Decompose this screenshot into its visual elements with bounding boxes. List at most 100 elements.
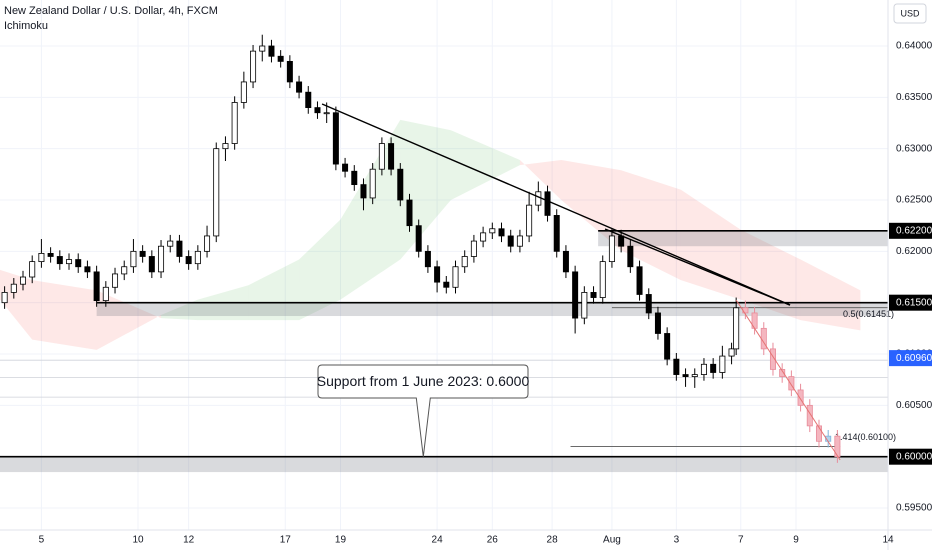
ichimoku-cloud xyxy=(299,219,341,321)
y-tick-label: 0.62000 xyxy=(896,246,932,257)
candle-body xyxy=(75,259,82,268)
zone xyxy=(598,230,888,247)
candle-body xyxy=(572,271,579,319)
candle-body xyxy=(834,435,841,458)
y-tick-label: 0.63500 xyxy=(896,92,932,103)
candle-body xyxy=(544,191,551,216)
candle-body xyxy=(562,250,569,273)
candle-body xyxy=(56,256,63,265)
candle-body xyxy=(1,292,8,304)
candle-body xyxy=(507,235,514,247)
candle-body xyxy=(360,184,367,199)
y-tick-label: 0.59500 xyxy=(896,503,932,514)
candle-body xyxy=(397,168,404,201)
candle-body xyxy=(130,250,137,268)
price-label-box xyxy=(889,222,932,239)
ichimoku-cloud xyxy=(800,259,861,331)
trendline xyxy=(735,299,841,461)
candle-body xyxy=(815,425,822,442)
candle-body xyxy=(806,404,813,427)
ichimoku-cloud xyxy=(0,269,33,340)
candle-body xyxy=(314,107,321,114)
candle-body xyxy=(158,245,165,273)
candle-body xyxy=(636,266,643,295)
x-tick-label: 24 xyxy=(432,535,444,546)
candle-body xyxy=(516,235,523,247)
y-tick-label: 0.60500 xyxy=(896,400,932,411)
y-tick-label: 0.64000 xyxy=(896,41,932,52)
price-label: 0.62200 xyxy=(896,225,932,236)
x-tick-label: Aug xyxy=(603,535,621,546)
candle-body xyxy=(176,240,183,257)
x-tick-label: 19 xyxy=(335,535,347,546)
x-tick-label: 17 xyxy=(280,535,292,546)
candle-body xyxy=(673,358,680,375)
candle-body xyxy=(733,307,740,350)
candle-body xyxy=(627,245,634,268)
ichimoku-cloud xyxy=(161,299,198,321)
ichimoku-cloud xyxy=(740,229,801,321)
zone xyxy=(96,302,888,317)
candle-body xyxy=(682,374,689,378)
currency-button[interactable] xyxy=(893,3,927,24)
x-tick-label: 5 xyxy=(39,535,45,546)
candle-body xyxy=(268,45,275,57)
x-tick-label: 7 xyxy=(738,535,744,546)
x-tick-label: 26 xyxy=(487,535,499,546)
x-tick-label: 3 xyxy=(674,535,680,546)
candle-body xyxy=(470,240,477,257)
candle-body xyxy=(443,281,450,288)
candle-body xyxy=(93,271,100,302)
x-tick-label: 28 xyxy=(547,535,559,546)
candle-body xyxy=(406,199,413,227)
ichimoku-cloud xyxy=(340,119,401,300)
candle-body xyxy=(139,250,146,257)
candle-body xyxy=(148,256,155,273)
x-tick-label: 10 xyxy=(132,535,144,546)
candle-body xyxy=(351,170,358,186)
candle-body xyxy=(342,163,349,172)
candle-body xyxy=(489,228,496,234)
price-label-box xyxy=(889,350,932,367)
candle-body xyxy=(369,168,376,199)
candle-body xyxy=(47,252,54,257)
price-label: 0.61500 xyxy=(896,297,932,308)
candle-body xyxy=(461,256,468,268)
candle-body xyxy=(20,276,27,285)
candle-body xyxy=(167,240,174,247)
trendline xyxy=(321,103,791,306)
ichimoku-cloud xyxy=(680,189,741,300)
currency-label[interactable]: USD xyxy=(900,8,920,18)
candle-body xyxy=(213,148,220,237)
candle-body xyxy=(296,81,303,93)
y-tick-label: 0.62500 xyxy=(896,195,932,206)
symbol-title: New Zealand Dollar / U.S. Dollar, 4h, FX… xyxy=(4,5,218,17)
price-label: 0.60960 xyxy=(896,353,932,364)
candle-body xyxy=(378,143,385,170)
ichimoku-cloud xyxy=(621,170,681,281)
candle-body xyxy=(700,363,707,375)
x-tick-label: 12 xyxy=(183,535,195,546)
candle-body xyxy=(498,228,505,237)
candle-body xyxy=(590,292,597,298)
candle-body xyxy=(719,355,726,373)
candle-body xyxy=(769,348,776,370)
ichimoku-cloud xyxy=(561,159,622,251)
fib-label: 0.5(0.61451) xyxy=(843,309,894,319)
candle-body xyxy=(664,333,671,360)
candle-body xyxy=(102,286,109,302)
candle-body xyxy=(480,232,487,242)
candle-body xyxy=(231,102,238,144)
candle-body xyxy=(38,252,45,263)
price-label: 0.60000 xyxy=(896,451,932,462)
zone xyxy=(0,456,888,473)
ichimoku-cloud xyxy=(248,259,300,321)
candle-body xyxy=(66,259,73,265)
candle-body xyxy=(185,256,192,265)
x-tick-label: 9 xyxy=(793,535,799,546)
trendline xyxy=(604,228,791,306)
candle-body xyxy=(323,112,330,115)
ichimoku-cloud xyxy=(96,290,162,350)
candle-body xyxy=(710,363,717,373)
